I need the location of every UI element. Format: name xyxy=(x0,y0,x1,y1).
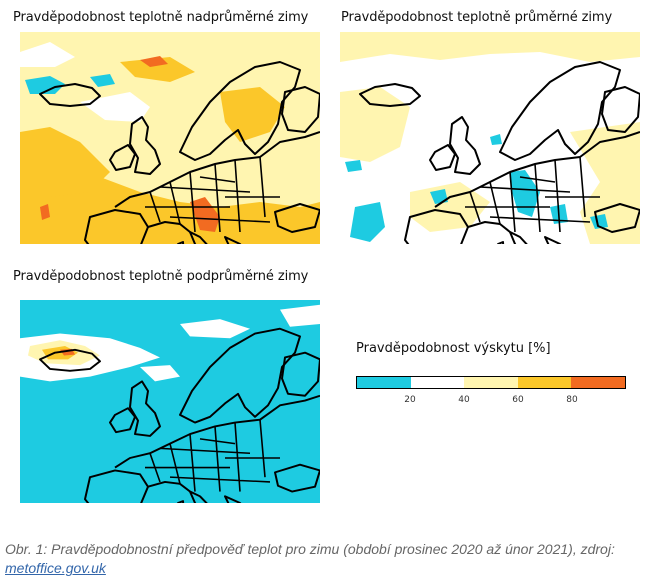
panel-title-above-average: Pravděpodobnost teplotně nadprůměrné zim… xyxy=(13,10,309,25)
map-average xyxy=(340,32,640,244)
legend-seg-20-40 xyxy=(410,377,465,388)
legend-seg-0-20 xyxy=(357,377,411,388)
map-below-average xyxy=(20,300,320,503)
legend-tick-20: 20 xyxy=(404,395,416,405)
legend-seg-80-100 xyxy=(571,377,625,388)
legend-tick-60: 60 xyxy=(512,395,524,405)
legend-seg-40-60 xyxy=(464,377,518,388)
legend-seg-60-80 xyxy=(517,377,572,388)
legend-color-bar xyxy=(356,376,626,389)
legend-title: Pravděpodobnost výskytu [%] xyxy=(356,341,551,356)
panel-title-average: Pravděpodobnost teplotně průměrné zimy xyxy=(341,10,613,25)
map-above-average xyxy=(20,32,320,244)
map-average-svg xyxy=(340,32,640,244)
figure-caption: Obr. 1: Pravděpodobnostní předpověď tepl… xyxy=(5,540,660,578)
source-link[interactable]: metoffice.gov.uk xyxy=(5,560,106,576)
map-below-average-svg xyxy=(20,300,320,503)
caption-text: Obr. 1: Pravděpodobnostní předpověď tepl… xyxy=(5,541,615,557)
map-above-average-svg xyxy=(20,32,320,244)
legend-tick-40: 40 xyxy=(458,395,470,405)
panel-title-below-average: Pravděpodobnost teplotně podprůměrné zim… xyxy=(13,269,309,284)
legend-tick-80: 80 xyxy=(566,395,578,405)
